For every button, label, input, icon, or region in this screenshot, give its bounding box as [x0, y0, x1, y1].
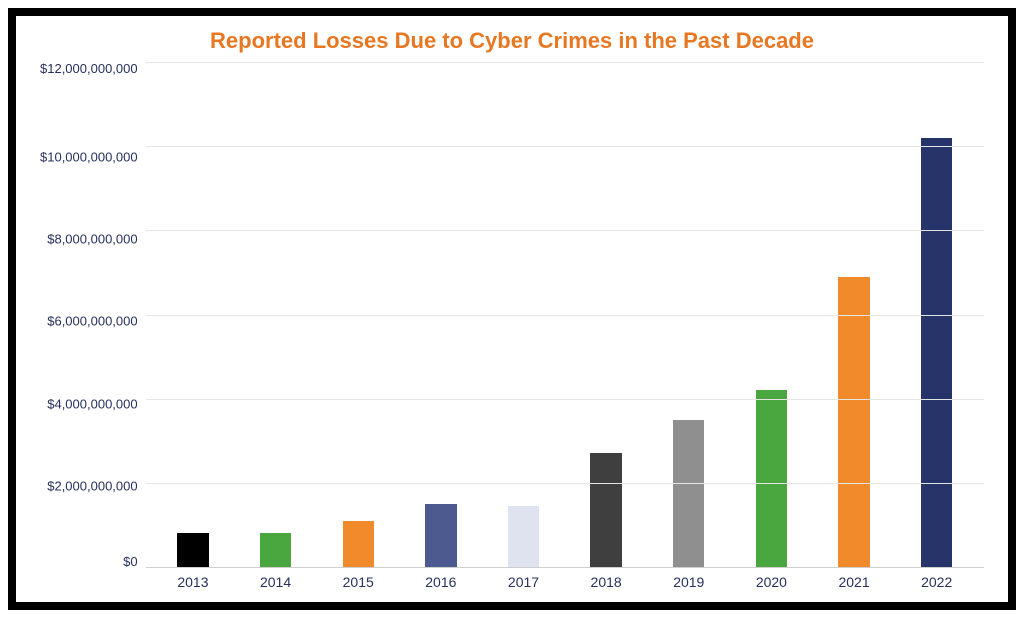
- x-tick: 2016: [400, 574, 483, 590]
- y-tick: $4,000,000,000: [47, 397, 137, 410]
- y-tick: $6,000,000,000: [47, 315, 137, 328]
- plot-row: $12,000,000,000 $10,000,000,000 $8,000,000…: [40, 62, 984, 568]
- bar-2022: [921, 138, 952, 567]
- bar-2014: [260, 533, 291, 567]
- gridline: [146, 399, 984, 400]
- x-tick: 2021: [813, 574, 896, 590]
- y-axis: $12,000,000,000 $10,000,000,000 $8,000,000…: [40, 62, 146, 568]
- x-axis-spacer: [40, 568, 146, 590]
- plot: [146, 62, 984, 568]
- y-tick: $2,000,000,000: [47, 479, 137, 492]
- gridline: [146, 62, 984, 63]
- gridline: [146, 483, 984, 484]
- bar-2021: [838, 277, 869, 567]
- y-tick: $10,000,000,000: [40, 151, 138, 164]
- x-axis: 2013201420152016201720182019202020212022: [40, 568, 984, 590]
- x-tick: 2018: [565, 574, 648, 590]
- x-tick: 2015: [317, 574, 400, 590]
- gridline: [146, 146, 984, 147]
- bar-2018: [590, 453, 621, 567]
- x-tick: 2014: [234, 574, 317, 590]
- y-tick: $12,000,000,000: [40, 62, 138, 75]
- x-axis-labels: 2013201420152016201720182019202020212022: [146, 568, 984, 590]
- bar-2013: [177, 533, 208, 567]
- gridline: [146, 315, 984, 316]
- y-tick: $0: [123, 555, 137, 568]
- y-tick: $8,000,000,000: [47, 233, 137, 246]
- x-tick: 2017: [482, 574, 565, 590]
- bar-2016: [425, 504, 456, 567]
- chart-area: $12,000,000,000 $10,000,000,000 $8,000,000…: [40, 62, 984, 590]
- chart-title: Reported Losses Due to Cyber Crimes in t…: [40, 28, 984, 54]
- bar-2019: [673, 420, 704, 567]
- x-tick: 2019: [647, 574, 730, 590]
- x-tick: 2020: [730, 574, 813, 590]
- bar-2015: [343, 521, 374, 567]
- bar-2020: [756, 390, 787, 567]
- gridline: [146, 230, 984, 231]
- x-tick: 2022: [895, 574, 978, 590]
- bar-2017: [508, 506, 539, 567]
- x-tick: 2013: [152, 574, 235, 590]
- chart-frame: Reported Losses Due to Cyber Crimes in t…: [8, 8, 1016, 610]
